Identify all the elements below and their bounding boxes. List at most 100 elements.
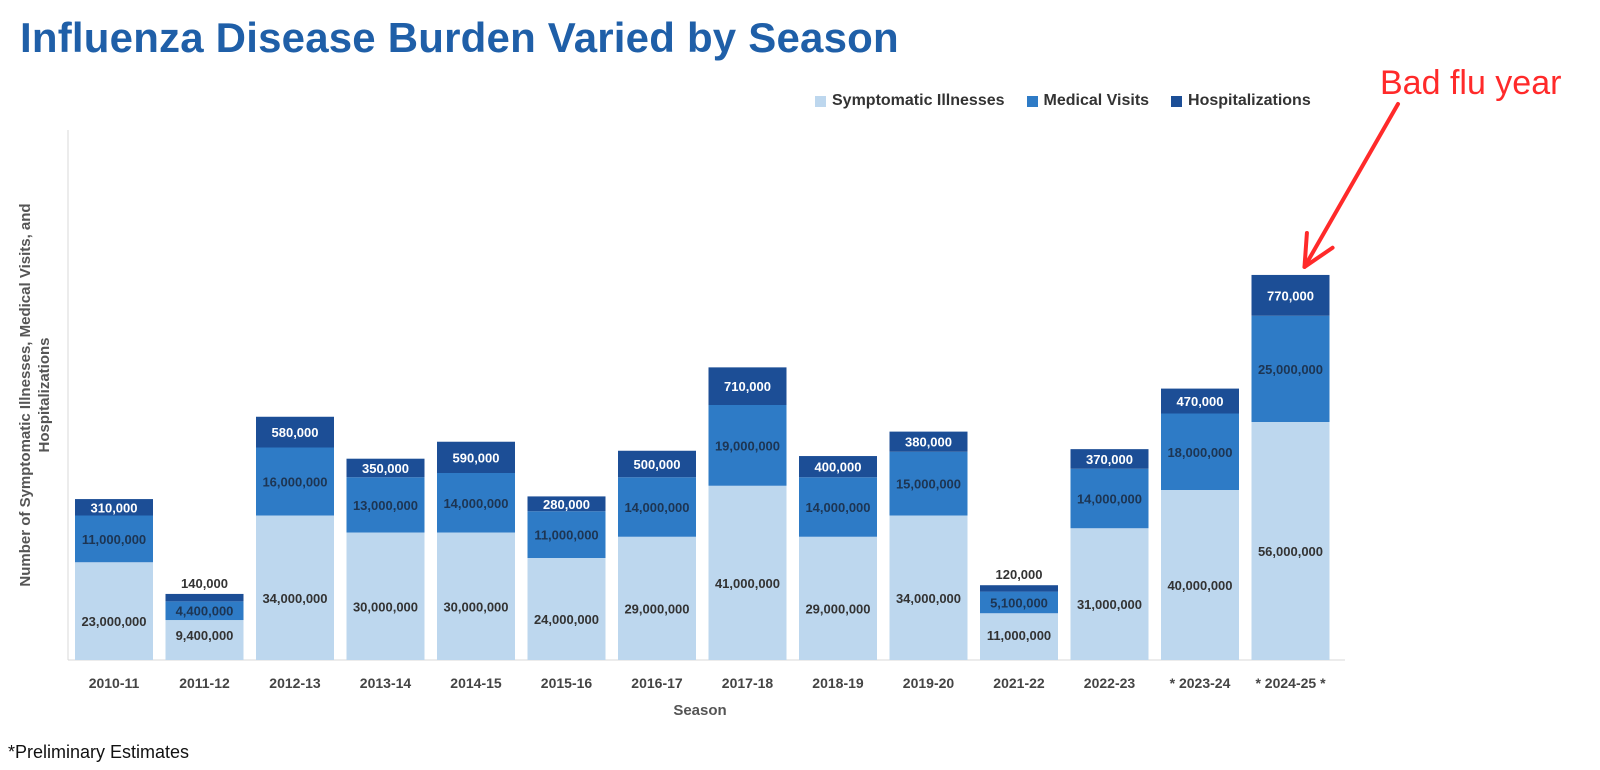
bar-hospital-2024-25 [1251,274,1330,316]
tick-label-2010-11: 2010-11 [89,675,140,691]
label-medical-2010-11: 11,000,000 [82,532,146,547]
label-hospital-2010-11: 310,000 [91,500,138,515]
legend-swatch-hospital [1171,95,1183,107]
bar-symptomatic-2012-13 [256,515,334,660]
label-symptomatic-2018-19: 29,000,000 [805,601,870,616]
bar-medical-2021-22 [980,591,1058,614]
label-hospital-2021-22: 120,000 [996,567,1043,582]
bar-symptomatic-2021-22 [980,613,1058,660]
bar-symptomatic-2023-24 [1161,490,1239,660]
label-symptomatic-2015-16: 24,000,000 [534,612,599,627]
bar-medical-2014-15 [437,473,515,533]
label-symptomatic-2022-23: 31,000,000 [1077,597,1142,612]
legend-item-symptomatic: Symptomatic Illnesses [815,92,1005,110]
label-symptomatic-2011-12: 9,400,000 [176,628,234,643]
bar-hospital-2016-17 [618,450,696,478]
chart-title: Influenza Disease Burden Varied by Seaso… [20,14,899,61]
label-hospital-2024-25: 770,000 [1267,288,1314,303]
bar-hospital-2014-15 [437,441,515,473]
bar-hospital-2015-16 [527,496,606,512]
bar-symptomatic-2013-14 [346,532,425,660]
label-hospital-2017-18: 710,000 [724,379,771,394]
tick-label-2016-17: 2016-17 [631,675,683,691]
tick-label-2015-16: 2015-16 [541,675,593,691]
label-hospital-2019-20: 380,000 [905,435,952,450]
footnote: *Preliminary Estimates [8,742,190,762]
label-symptomatic-2017-18: 41,000,000 [715,576,780,591]
bar-medical-2023-24 [1161,413,1239,490]
label-medical-2018-19: 14,000,000 [805,500,870,515]
bar-medical-2016-17 [618,477,696,537]
bar-hospital-2018-19 [799,456,877,478]
tick-label-2021-22: 2021-22 [993,675,1045,691]
legend-label-symptomatic: Symptomatic Illnesses [832,92,1005,109]
label-symptomatic-2013-14: 30,000,000 [353,599,418,614]
bar-symptomatic-2016-17 [618,536,696,660]
bar-symptomatic-2011-12 [165,620,244,660]
bar-medical-2022-23 [1070,468,1149,529]
annotation-bad-flu-year: Bad flu year [1380,64,1562,102]
bar-medical-2024-25 [1251,315,1330,422]
label-hospital-2011-12: 140,000 [181,576,228,591]
legend-swatch-symptomatic [815,95,826,107]
bar-medical-2018-19 [799,477,877,537]
tick-label-2012-13: 2012-13 [269,675,321,691]
legend-label-medical: Medical Visits [1043,92,1150,109]
bar-hospital-2012-13 [256,416,334,448]
bar-medical-2012-13 [256,447,334,516]
annotation-arrow-shaft [1302,102,1400,269]
label-symptomatic-2016-17: 29,000,000 [624,601,689,616]
label-hospital-2012-13: 580,000 [272,425,319,440]
bar-medical-2019-20 [889,451,968,516]
bar-symptomatic-2017-18 [708,485,787,660]
label-symptomatic-2021-22: 11,000,000 [987,628,1051,643]
label-hospital-2016-17: 500,000 [634,457,681,472]
label-symptomatic-2023-24: 40,000,000 [1167,578,1232,593]
tick-label-2023-24: * 2023-24 [1170,675,1231,691]
label-medical-2014-15: 14,000,000 [443,496,508,511]
label-medical-2012-13: 16,000,000 [262,475,327,490]
bar-medical-2011-12 [165,601,244,621]
tick-label-2019-20: 2019-20 [903,675,955,691]
bar-hospital-2010-11 [75,499,153,516]
bar-symptomatic-2022-23 [1070,528,1149,660]
label-medical-2013-14: 13,000,000 [353,498,418,513]
legend-item-medical: Medical Visits [1026,92,1150,110]
annotation-arrow-head [1302,231,1335,269]
tick-label-2017-18: 2017-18 [722,675,774,691]
bar-hospital-2023-24 [1161,388,1239,414]
bar-symptomatic-2024-25 [1251,422,1330,660]
label-medical-2015-16: 11,000,000 [534,528,598,543]
y-axis-label: Number of Symptomatic Illnesses, Medical… [17,203,53,586]
tick-label-2013-14: 2013-14 [360,675,412,691]
bar-symptomatic-2014-15 [437,532,515,660]
label-hospital-2023-24: 470,000 [1177,394,1224,409]
label-symptomatic-2014-15: 30,000,000 [443,599,508,614]
bar-medical-2013-14 [346,477,425,533]
tick-label-2014-15: 2014-15 [450,675,502,691]
label-symptomatic-2012-13: 34,000,000 [262,591,327,606]
tick-label-2011-12: 2011-12 [179,675,230,691]
label-medical-2021-22: 5,100,000 [990,595,1048,610]
label-symptomatic-2010-11: 23,000,000 [81,614,146,629]
bar-medical-2015-16 [527,511,606,558]
label-hospital-2018-19: 400,000 [815,460,862,475]
legend-item-hospital: Hospitalizations [1171,92,1311,110]
bar-hospital-2022-23 [1070,449,1149,469]
bar-hospital-2017-18 [708,367,787,405]
tick-label-2022-23: 2022-23 [1084,675,1136,691]
label-symptomatic-2019-20: 34,000,000 [896,591,961,606]
label-medical-2019-20: 15,000,000 [896,477,961,492]
tick-label-2024-25: * 2024-25 * [1255,675,1326,691]
label-hospital-2014-15: 590,000 [453,450,500,465]
legend-label-hospital: Hospitalizations [1188,92,1311,109]
label-hospital-2015-16: 280,000 [543,497,590,512]
label-medical-2011-12: 4,400,000 [176,604,234,619]
label-medical-2017-18: 19,000,000 [715,438,780,453]
label-medical-2022-23: 14,000,000 [1077,492,1142,507]
bar-hospital-2011-12 [165,593,244,602]
label-medical-2023-24: 18,000,000 [1167,445,1232,460]
label-symptomatic-2024-25: 56,000,000 [1258,544,1323,559]
label-medical-2016-17: 14,000,000 [624,500,689,515]
legend-swatch-medical [1026,95,1038,107]
